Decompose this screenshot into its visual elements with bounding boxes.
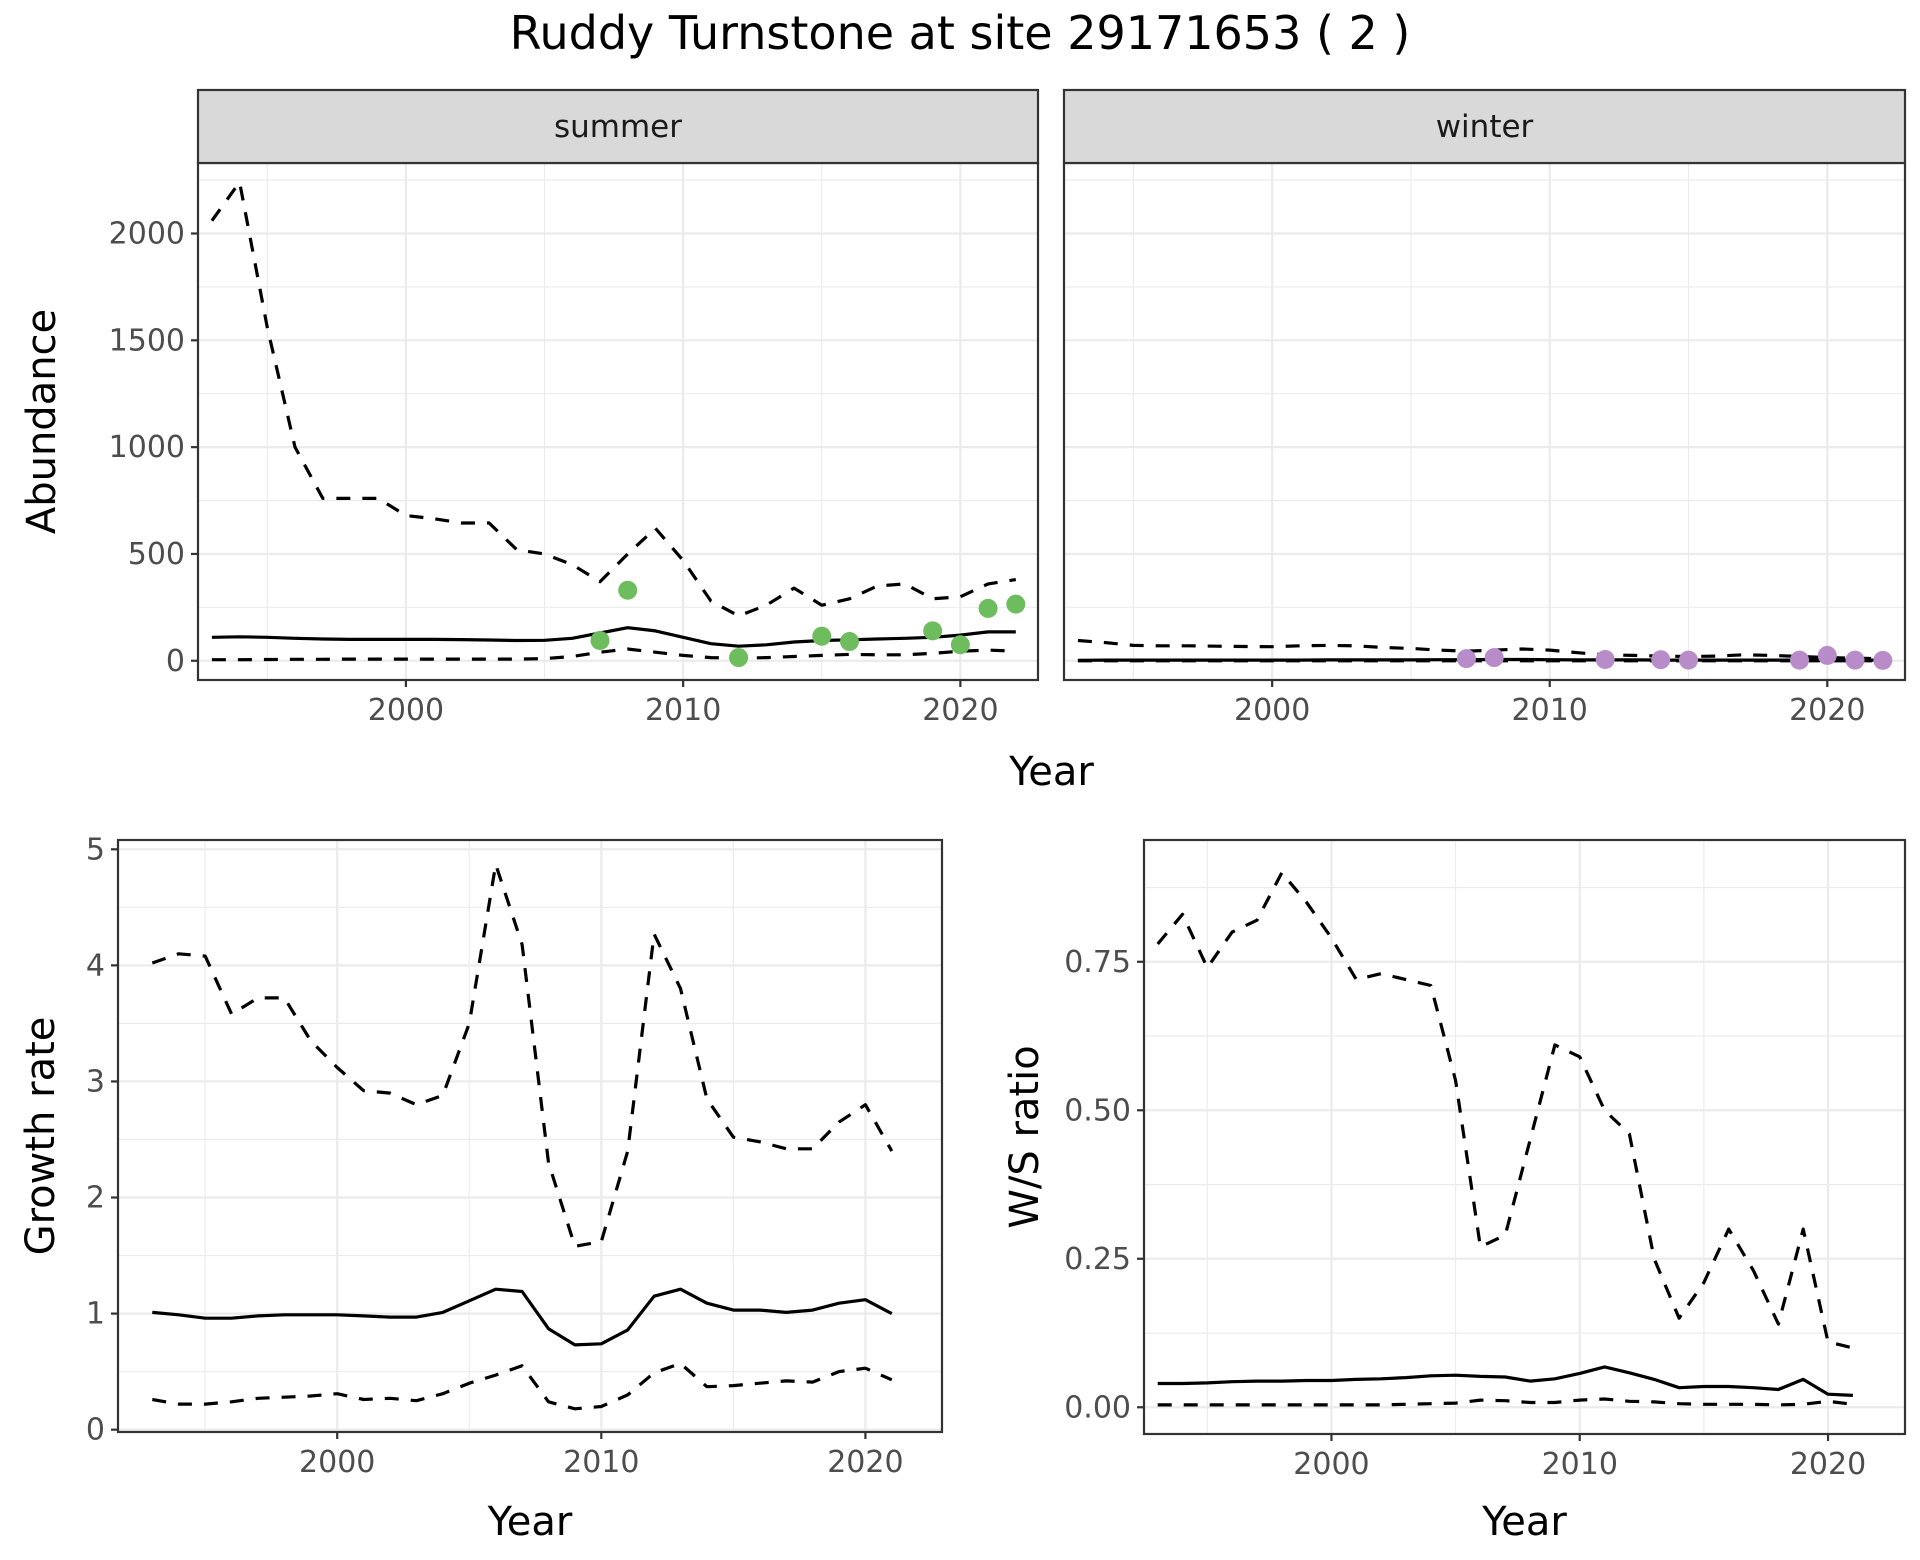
abundance-summer-series-dashed-line [211,647,1016,662]
growth-rate-y-tick-label: 3 [86,1064,105,1099]
abundance-summer-data-point [950,635,970,655]
growth-rate-panel-background [118,840,942,1432]
abundance-winter-data-point [1817,645,1837,665]
abundance-summer-series-solid-line [211,626,1016,648]
abundance-winter-data-point [1651,650,1671,670]
abundance-winter-data-point [1790,650,1810,670]
abundance-winter-data-point [1456,649,1476,669]
abundance-summer-grid [198,163,1038,680]
growth-rate-x-axis-title: Year [487,1499,573,1545]
growth-rate-y-tick-label: 4 [86,948,105,983]
growth-rate-x-tick-label: 2020 [827,1445,903,1480]
abundance-summer-x-tick-label: 2020 [922,693,998,728]
ws-ratio-series-dashed-line [1157,1397,1854,1407]
abundance-winter-data-point [1484,648,1504,668]
abundance-winter-panel-background [1064,163,1905,680]
ws-ratio-series-solid-line [1157,1365,1853,1397]
abundance-winter-strip-label: winter [1436,109,1534,145]
abundance-summer-strip [196,88,1040,165]
growth-rate-y-tick-label: 0 [86,1413,105,1448]
abundance-winter-x-tick-label: 2020 [1789,693,1865,728]
abundance-x-axis-title: Year [1008,749,1094,795]
abundance-y-axis-title: Abundance [19,309,65,534]
abundance-summer-panel-background [198,163,1038,680]
abundance-summer-series-dashed-line [210,180,1017,618]
ws-ratio-grid [1144,840,1905,1434]
abundance-summer-data-point [618,580,638,600]
ws-ratio-y-axis-title: W/S ratio [1002,1045,1048,1228]
ws-ratio-x-tick-label: 2020 [1790,1447,1866,1482]
abundance-summer-x-tick-label: 2000 [368,693,444,728]
growth-rate-series-dashed-line [152,1361,893,1411]
ws-ratio-y-tick-label: 0.50 [1064,1093,1131,1128]
growth-rate-y-axis-title: Growth rate [18,1017,64,1256]
abundance-summer-x-tick-label: 2010 [645,693,721,728]
growth-rate-grid [118,840,942,1432]
abundance-summer-y-tick-label: 2000 [109,217,185,252]
figure-title: Ruddy Turnstone at site 29171653 ( 2 ) [510,6,1411,60]
ws-ratio-panel-border [1142,838,1907,1436]
abundance-summer-data-point [1006,594,1026,614]
ws-ratio-x-tick-label: 2000 [1293,1447,1369,1482]
abundance-summer-data-point [839,632,859,652]
abundance-winter-strip [1062,88,1907,165]
growth-rate-x-tick-label: 2010 [563,1445,639,1480]
ws-ratio-panel-background [1144,840,1905,1434]
abundance-summer-y-tick-label: 0 [166,644,185,679]
growth-rate-y-tick-label: 2 [86,1181,105,1216]
abundance-winter-x-tick-label: 2010 [1512,693,1588,728]
growth-rate-x-tick-label: 2000 [299,1445,375,1480]
ws-ratio-x-axis-title: Year [1481,1499,1567,1545]
plot-layer: summer 2000 2010 2020 0 500 1000 1500 2000 winter… [18,88,1907,1545]
abundance-winter-x-tick-label: 2000 [1234,693,1310,728]
ws-ratio-y-tick-label: 0.00 [1064,1390,1131,1425]
growth-rate-series-dashed-line [151,862,894,1248]
growth-rate-y-tick-label: 5 [86,832,105,867]
abundance-summer-y-tick-label: 1500 [109,323,185,358]
abundance-winter-series-dashed-line [1077,638,1883,661]
abundance-summer-data-point [923,621,943,641]
abundance-winter-data-point [1873,650,1893,670]
growth-rate-panel-border [116,838,944,1434]
ws-ratio-x-tick-label: 2010 [1542,1447,1618,1482]
ws-ratio-y-tick-label: 0.75 [1064,945,1131,980]
abundance-summer-strip-label: summer [554,109,682,145]
abundance-winter-data-point [1679,650,1699,670]
abundance-winter-data-point [1595,649,1615,669]
abundance-summer-y-tick-label: 500 [128,537,185,572]
abundance-summer-y-tick-label: 1000 [109,430,185,465]
growth-rate-y-tick-label: 1 [86,1297,105,1332]
abundance-winter-data-point [1845,650,1865,670]
growth-rate-series-solid-line [152,1287,893,1347]
abundance-summer-data-point [729,648,749,668]
abundance-summer-data-point [978,598,998,618]
abundance-summer-data-point [590,630,610,650]
abundance-summer-data-point [812,626,832,646]
ws-ratio-y-tick-label: 0.25 [1064,1242,1131,1277]
abundance-winter-grid [1064,163,1905,680]
